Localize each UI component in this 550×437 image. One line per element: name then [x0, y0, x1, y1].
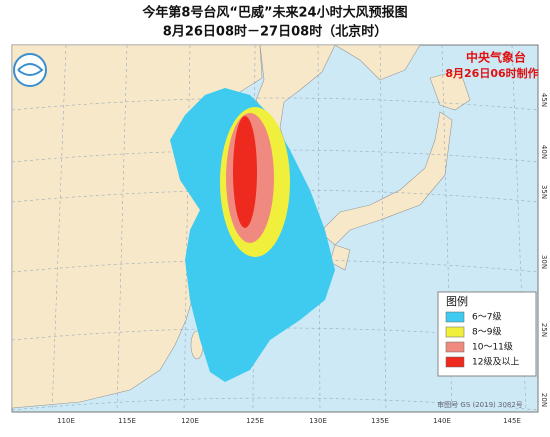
latitude-label: 30N — [540, 255, 548, 269]
legend-label: 6～7级 — [472, 311, 501, 323]
longitude-label: 110E — [57, 417, 75, 425]
northeast — [333, 44, 421, 81]
approval-number: 审图号 GS (2019) 3082号 — [437, 400, 523, 409]
logo — [13, 53, 47, 87]
legend-label: 10～11级 — [472, 341, 513, 353]
meridian — [183, 44, 191, 413]
meridian — [441, 44, 453, 413]
longitude-label: 115E — [118, 417, 136, 425]
map-title: 今年第8号台风“巴威”未来24小时大风预报图 — [141, 5, 407, 21]
meridian — [116, 44, 128, 413]
issued-time: 8月26日06时制作 — [445, 66, 538, 80]
legend-swatch — [445, 356, 465, 368]
meridian — [317, 44, 321, 413]
legend-title: 图例 — [446, 294, 468, 308]
longitude-label: 145E — [503, 417, 521, 425]
longitude-label: 125E — [246, 417, 264, 425]
parallel — [11, 397, 539, 411]
latitude-label: 45N — [540, 93, 548, 107]
latitude-label: 20N — [540, 393, 548, 407]
legend-label: 12级及以上 — [472, 356, 519, 368]
legend-swatch — [445, 341, 465, 353]
legend-swatch — [445, 311, 465, 323]
agency: 中央气象台 — [466, 50, 526, 65]
parallel — [11, 189, 539, 203]
latitude-label: 40N — [540, 145, 548, 159]
japan — [319, 69, 471, 271]
logo-mark — [17, 63, 44, 76]
parallel — [11, 97, 539, 111]
latitude-label: 25N — [540, 323, 548, 337]
legend-label: 8～9级 — [472, 326, 501, 338]
legend-swatch — [445, 326, 465, 338]
meridian — [51, 44, 67, 413]
wind-zone-12 — [233, 116, 257, 228]
longitude-label: 120E — [181, 417, 199, 425]
longitude-label: 140E — [433, 417, 451, 425]
longitude-label: 135E — [371, 417, 389, 425]
latitude-label: 35N — [540, 185, 548, 199]
parallel — [11, 327, 539, 341]
parallel — [11, 259, 539, 273]
parallel — [11, 149, 539, 163]
longitude-label: 130E — [309, 417, 327, 425]
map-subtitle: 8月26日08时－27日08时（北京时） — [163, 24, 387, 40]
meridian — [379, 44, 387, 413]
